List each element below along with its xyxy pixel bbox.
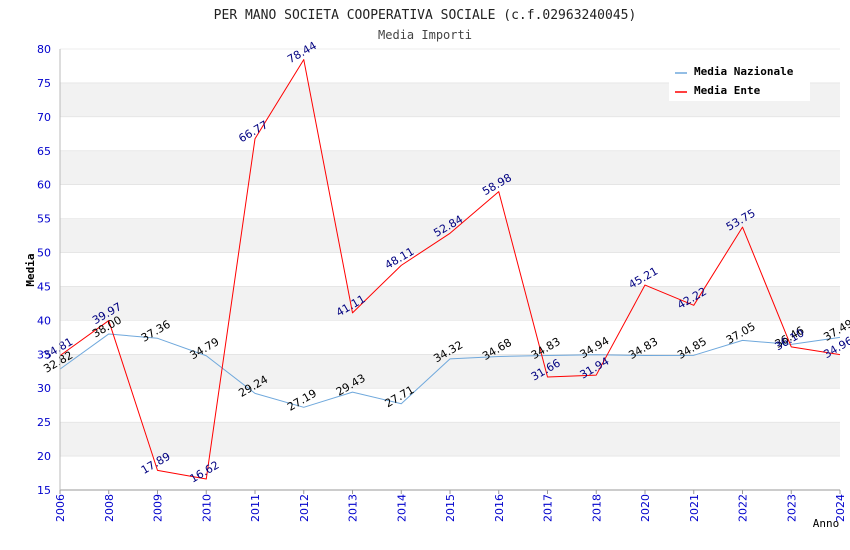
background-band [60, 388, 840, 423]
background-band [60, 422, 840, 457]
legend: Media Nazionale Media Ente [669, 59, 810, 101]
y-tick-label: 65 [37, 145, 51, 158]
x-tick-label: 2016 [493, 494, 506, 522]
x-tick-label: 2022 [737, 494, 750, 522]
series-line-media-nazionale [59, 333, 841, 408]
x-tick-label: 2013 [347, 494, 360, 522]
background-band [60, 354, 840, 389]
y-tick-label: 20 [37, 450, 51, 463]
background-band [60, 218, 840, 253]
y-axis-label: Media [24, 253, 37, 286]
y-tick-label: 40 [37, 314, 51, 327]
background-band [60, 286, 840, 321]
y-tick-label: 55 [37, 213, 51, 226]
background-bands [60, 49, 840, 490]
background-band [60, 150, 840, 185]
y-tick-label: 75 [37, 77, 51, 90]
x-tick-label: 2008 [103, 494, 116, 522]
x-tick-label: 2023 [785, 494, 798, 522]
x-tick-label: 2021 [688, 494, 701, 522]
x-tick-label: 2017 [542, 494, 555, 522]
legend-label-media-ente: Media Ente [694, 84, 761, 97]
series-line-media-ente [59, 59, 841, 480]
y-tick-label: 50 [37, 247, 51, 260]
y-axis-ticks: 15 20 25 30 35 40 45 50 55 60 65 70 75 80 [37, 43, 51, 497]
x-tick-label: 2010 [200, 494, 213, 522]
y-tick-label: 70 [37, 111, 51, 124]
x-axis-ticks: 2006 2008 2009 2010 2011 2012 2013 2014 2015 2016… [54, 490, 847, 522]
y-tick-label: 80 [37, 43, 51, 56]
x-tick-label: 2009 [152, 494, 165, 522]
x-tick-label: 2011 [249, 494, 262, 522]
y-tick-label: 60 [37, 179, 51, 192]
background-band [60, 320, 840, 355]
y-tick-label: 25 [37, 416, 51, 429]
background-band [60, 116, 840, 151]
background-band [60, 456, 840, 490]
x-tick-label: 2024 [834, 494, 847, 522]
series-lines [59, 59, 841, 480]
x-tick-label: 2020 [639, 494, 652, 522]
legend-box [669, 59, 810, 101]
y-tick-label: 15 [37, 484, 51, 497]
x-axis-label: Anno [813, 517, 840, 530]
background-band [60, 184, 840, 219]
background-band [60, 252, 840, 287]
y-tick-label: 45 [37, 280, 51, 293]
x-tick-label: 2014 [395, 494, 408, 522]
y-tick-label: 35 [37, 348, 51, 361]
x-tick-label: 2006 [54, 494, 67, 522]
x-tick-label: 2018 [590, 494, 603, 522]
chart-title: PER MANO SOCIETA COOPERATIVA SOCIALE (c.… [214, 8, 637, 23]
x-tick-label: 2012 [298, 494, 311, 522]
x-tick-label: 2015 [444, 494, 457, 522]
chart-subtitle: Media Importi [378, 28, 472, 42]
legend-label-media-nazionale: Media Nazionale [694, 65, 794, 78]
y-tick-label: 30 [37, 382, 51, 395]
